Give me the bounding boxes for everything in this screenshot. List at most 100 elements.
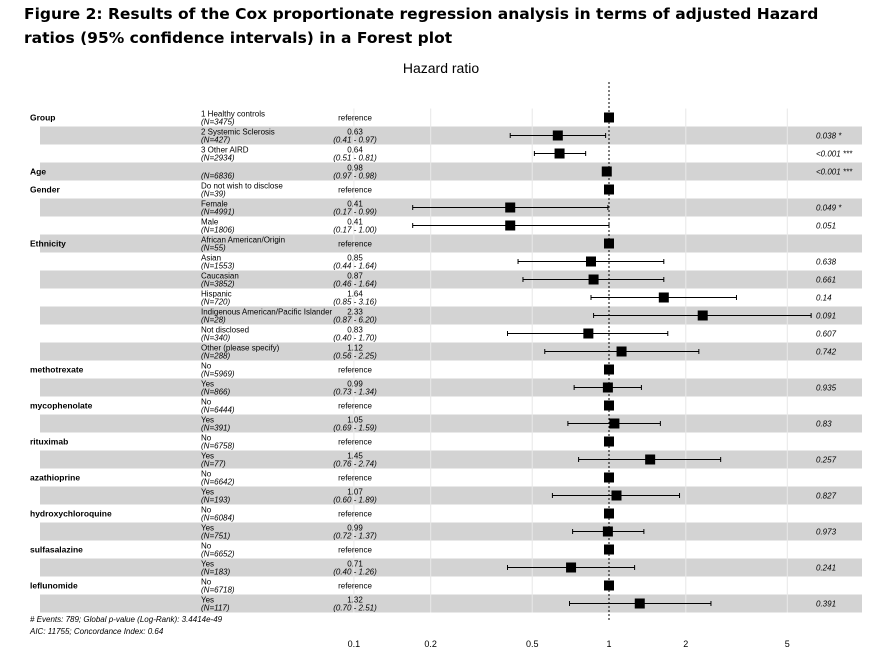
n-label: (N=39) xyxy=(201,190,226,199)
level-label: Yes xyxy=(201,488,214,497)
level-label: Yes xyxy=(201,380,214,389)
row-shade xyxy=(40,378,862,397)
estimate-label: reference xyxy=(338,366,372,375)
level-label: No xyxy=(201,398,212,407)
hr-marker xyxy=(604,508,614,519)
variable-label: Ethnicity xyxy=(30,239,66,249)
level-label: Male xyxy=(201,218,219,227)
p-value-label: 0.257 xyxy=(816,456,837,465)
variable-label: azathioprine xyxy=(30,473,80,483)
variable-label: rituximab xyxy=(30,437,68,447)
variable-label: sulfasalazine xyxy=(30,545,83,555)
ci-label: (0.97 - 0.98) xyxy=(333,172,377,181)
n-label: (N=427) xyxy=(201,136,230,145)
p-value-label: 0.973 xyxy=(816,528,837,537)
hr-marker xyxy=(566,562,577,573)
x-tick-label: 5 xyxy=(785,639,790,649)
estimate-label: 0.99 xyxy=(347,524,363,533)
estimate-label: reference xyxy=(338,582,372,591)
hr-marker xyxy=(601,166,612,177)
ci-label: (0.40 - 1.70) xyxy=(333,334,377,343)
hr-marker xyxy=(604,472,614,483)
estimate-label: 1.64 xyxy=(347,290,363,299)
n-label: (N=5969) xyxy=(201,370,235,379)
n-label: (N=6836) xyxy=(201,172,235,181)
level-label: Not disclosed xyxy=(201,326,249,335)
hr-marker xyxy=(604,580,614,591)
estimate-label: 0.85 xyxy=(347,254,363,263)
estimate-label: 0.41 xyxy=(347,200,363,209)
n-label: (N=28) xyxy=(201,316,226,325)
level-label: 1 Healthy controls xyxy=(201,110,265,119)
level-label: No xyxy=(201,542,212,551)
x-tick-label: 0.5 xyxy=(526,639,539,649)
n-label: (N=183) xyxy=(201,568,230,577)
level-label: Yes xyxy=(201,416,214,425)
hr-marker xyxy=(505,220,516,231)
n-label: (N=77) xyxy=(201,460,226,469)
row-shade xyxy=(40,306,862,325)
level-label: Yes xyxy=(201,596,214,605)
level-label: 3 Other AIRD xyxy=(201,146,249,155)
level-label: Do not wish to disclose xyxy=(201,182,283,191)
hr-marker xyxy=(616,346,627,357)
n-label: (N=391) xyxy=(201,424,230,433)
footnote-aic: AIC: 11755; Concordance Index: 0.64 xyxy=(29,627,164,636)
hr-marker xyxy=(634,598,645,609)
estimate-label: 0.83 xyxy=(347,326,363,335)
level-label: Caucasian xyxy=(201,272,239,281)
variable-label: Age xyxy=(30,167,46,177)
n-label: (N=3475) xyxy=(201,118,235,127)
hr-marker xyxy=(552,130,563,141)
row-shade xyxy=(40,342,862,361)
p-value-label: 0.391 xyxy=(816,600,836,609)
variable-label: hydroxychloroquine xyxy=(30,509,112,519)
variable-label: Gender xyxy=(30,185,60,195)
n-label: (N=340) xyxy=(201,334,230,343)
n-label: (N=6652) xyxy=(201,550,235,559)
figure-title: Figure 2: Results of the Cox proportiona… xyxy=(24,5,819,47)
row-shade xyxy=(40,234,862,253)
estimate-label: 1.05 xyxy=(347,416,363,425)
p-value-label: 0.091 xyxy=(816,312,836,321)
level-label: No xyxy=(201,434,212,443)
level-label: Asian xyxy=(201,254,221,263)
p-value-label: 0.049 * xyxy=(816,204,842,213)
row-shade xyxy=(40,522,862,541)
hr-marker xyxy=(588,274,599,285)
estimate-label: reference xyxy=(338,546,372,555)
level-label: No xyxy=(201,578,212,587)
level-label: Yes xyxy=(201,452,214,461)
hr-marker xyxy=(611,490,622,501)
level-label: Indigenous American/Pacific Islander xyxy=(201,308,333,317)
ci-label: (0.87 - 6.20) xyxy=(333,316,377,325)
n-label: (N=6758) xyxy=(201,442,235,451)
hr-marker xyxy=(602,526,613,537)
ci-label: (0.76 - 2.74) xyxy=(333,460,377,469)
estimate-label: 0.41 xyxy=(347,218,363,227)
row-shade xyxy=(40,270,862,289)
hr-marker xyxy=(604,400,614,411)
ci-label: (0.73 - 1.34) xyxy=(333,388,377,397)
estimate-label: reference xyxy=(338,240,372,249)
n-label: (N=866) xyxy=(201,388,230,397)
hr-marker xyxy=(554,148,565,159)
hr-marker xyxy=(697,310,708,321)
p-value-label: <0.001 *** xyxy=(816,168,853,177)
ci-label: (0.60 - 1.89) xyxy=(333,496,377,505)
level-label: 2 Systemic Sclerosis xyxy=(201,128,275,137)
n-label: (N=117) xyxy=(201,604,230,613)
p-value-label: 0.83 xyxy=(816,420,832,429)
level-label: No xyxy=(201,362,212,371)
x-tick-label: 0.2 xyxy=(424,639,437,649)
estimate-label: 1.32 xyxy=(347,596,363,605)
level-label: Yes xyxy=(201,560,214,569)
hr-marker xyxy=(609,418,620,429)
level-label: No xyxy=(201,506,212,515)
estimate-label: 1.07 xyxy=(347,488,363,497)
hr-marker xyxy=(645,454,656,465)
estimate-label: 1.45 xyxy=(347,452,363,461)
p-value-label: <0.001 *** xyxy=(816,150,853,159)
row-shade xyxy=(40,486,862,505)
p-value-label: 0.038 * xyxy=(816,132,842,141)
